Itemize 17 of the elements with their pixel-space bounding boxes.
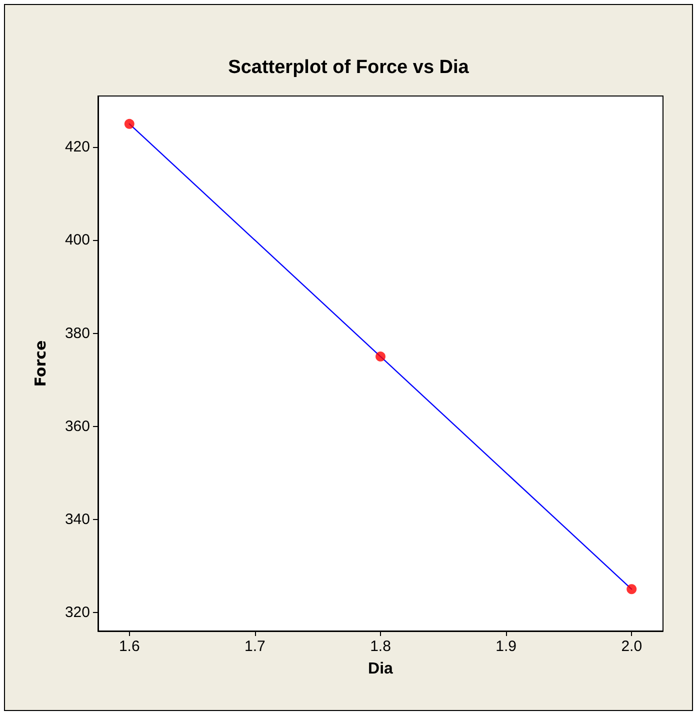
chart-title: Scatterplot of Force vs Dia <box>228 57 470 78</box>
y-tick-label: 340 <box>64 510 90 528</box>
x-tick-label: 1.9 <box>496 638 516 655</box>
point <box>124 118 134 129</box>
x-tick-label: 2.0 <box>621 638 642 655</box>
point <box>376 352 386 362</box>
y-tick-label: 380 <box>64 324 90 342</box>
y-tick-label: 420 <box>64 138 90 156</box>
x-axis-title: Dia <box>368 660 394 678</box>
x-tick-label: 1.7 <box>244 638 266 655</box>
y-tick-label: 320 <box>64 604 90 621</box>
point <box>626 584 637 594</box>
y-tick-label: 400 <box>64 232 90 249</box>
y-tick-label: 360 <box>64 418 90 435</box>
y-axis-title: Force <box>32 340 50 387</box>
x-tick-label: 1.6 <box>118 638 140 655</box>
x-tick-label: 1.8 <box>370 638 391 655</box>
